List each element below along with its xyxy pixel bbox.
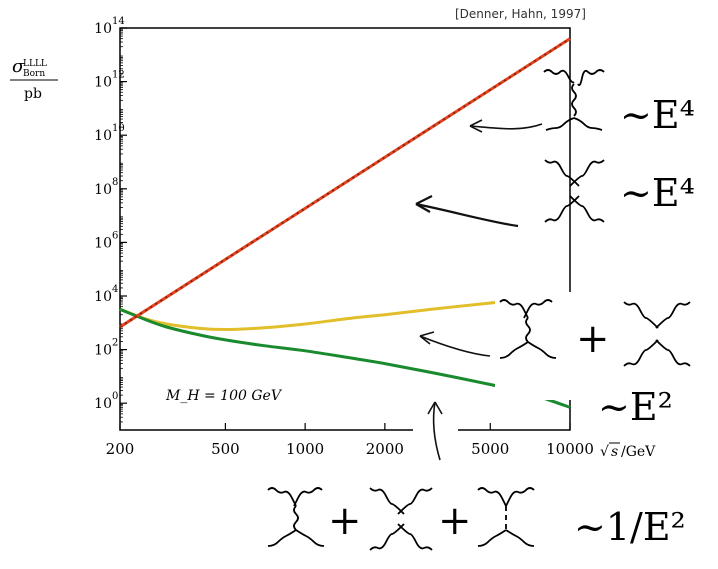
arrows	[415, 119, 543, 461]
x-tick-label: 5000	[471, 440, 509, 458]
y-tick-exponent: 8	[112, 177, 118, 188]
y-tick-label: 10	[94, 128, 112, 144]
mask-bottom	[413, 402, 458, 462]
arrow-upper-head	[469, 119, 483, 133]
plot-frame	[119, 27, 571, 431]
y-tick-exponent: 6	[112, 230, 118, 241]
y-tick-label: 10	[94, 21, 112, 37]
series-yellow-line	[119, 293, 571, 332]
y-label-superscript: LLLL	[23, 59, 47, 69]
diagram-bottom-3	[477, 487, 535, 547]
y-label-unit: pb	[24, 86, 42, 102]
y-tick-exponent: 14	[112, 16, 125, 27]
diagram-middle-quartic	[544, 159, 605, 223]
plus-signs: + + +	[328, 316, 610, 544]
series-green-line	[119, 307, 571, 409]
x-tick-label: 1000	[286, 440, 324, 458]
y-tick-exponent: 10	[112, 123, 125, 134]
y-label-sigma: σ	[12, 56, 25, 77]
arrow-middle	[415, 202, 519, 228]
citation: [Denner, Hahn, 1997]	[455, 7, 586, 21]
scaling-labels: ~E⁴ ~E⁴ ~E² ~1/E²	[574, 93, 695, 549]
arrow-bottom	[432, 401, 441, 461]
arrow-lower	[419, 335, 491, 357]
y-tick-label: 10	[94, 343, 112, 359]
scaling-bottom: ~1/E²	[574, 505, 686, 549]
diagram-lower-quartic	[623, 301, 691, 367]
feynman-diagrams	[267, 69, 691, 551]
y-tick-exponent: 2	[112, 338, 118, 349]
y-tick-exponent: 12	[112, 70, 125, 81]
scaling-upper: ~E⁴	[620, 93, 695, 137]
x-tick-label: 500	[211, 440, 240, 458]
scaling-middle: ~E⁴	[620, 171, 695, 215]
y-axis-label: σ LLLL Born pb	[10, 56, 58, 102]
x-axis-label: √ s /GeV	[600, 442, 656, 460]
diagram-bottom-2	[369, 487, 433, 551]
higgs-mass-annotation: M_H = 100 GeV	[165, 388, 283, 404]
diagram-lower-exchange	[499, 299, 557, 359]
mask-lower	[495, 292, 718, 400]
plus-lower: +	[576, 316, 610, 362]
series-group	[119, 37, 571, 409]
y-label-subscript: Born	[23, 69, 45, 79]
y-tick-exponent: 4	[112, 284, 118, 295]
y-tick-label: 10	[94, 396, 112, 412]
arrow-middle-head	[415, 195, 433, 213]
arrow-lower-head	[419, 331, 435, 345]
plus-bottom-2: +	[438, 498, 472, 544]
y-tick-label: 10	[94, 182, 112, 198]
plus-bottom-1: +	[328, 498, 362, 544]
x-label-s: s	[611, 444, 618, 460]
x-label-sqrt: √	[600, 444, 609, 460]
y-tick-exponent: 0	[112, 391, 118, 402]
y-tick-label: 10	[94, 75, 112, 91]
y-tick-label: 10	[94, 289, 112, 305]
diagram-upper-exchange	[543, 69, 605, 131]
arrow-upper	[469, 123, 543, 130]
x-tick-label: 2000	[366, 440, 404, 458]
x-tick-label: 200	[106, 440, 135, 458]
x-label-unit: /GeV	[621, 444, 656, 460]
y-tick-label: 10	[94, 235, 112, 251]
scaling-lower: ~E²	[598, 385, 673, 429]
diagram-bottom-1	[267, 487, 325, 547]
arrow-bottom-head	[427, 401, 443, 415]
series-dotted-line	[119, 37, 571, 328]
x-tick-label: 10000	[546, 440, 594, 458]
